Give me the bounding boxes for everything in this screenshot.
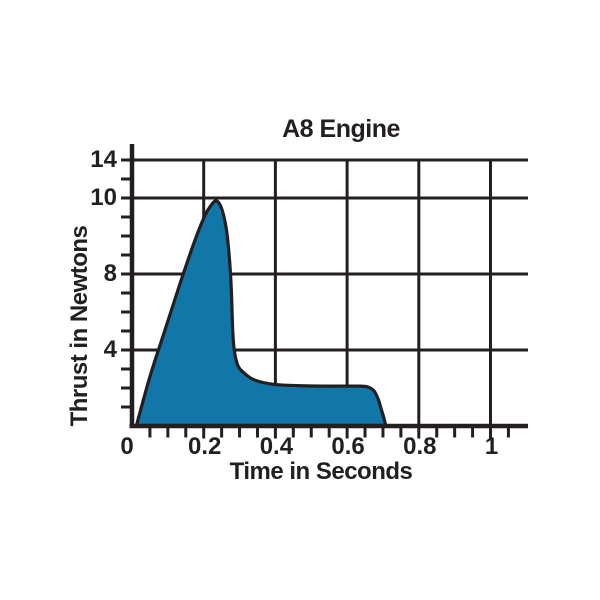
y-tick-label: 4 xyxy=(103,336,117,363)
x-tick-label: 0.2 xyxy=(188,433,222,460)
y-tick-label: 14 xyxy=(90,146,117,173)
x-tick-label: 0.4 xyxy=(259,433,294,460)
chart-title: A8 Engine xyxy=(282,115,400,143)
x-tick-label: 0.8 xyxy=(403,433,437,460)
x-tick-label: 0.6 xyxy=(331,433,365,460)
x-tick-label: 1 xyxy=(484,433,499,460)
thrust-curve-area xyxy=(134,199,388,428)
x-tick-label: 0 xyxy=(120,433,134,460)
y-axis-title: Thrust in Newtons xyxy=(66,225,93,427)
y-tick-label: 10 xyxy=(90,184,117,211)
x-axis-title: Time in Seconds xyxy=(229,458,413,485)
y-tick-label: 8 xyxy=(103,260,117,287)
